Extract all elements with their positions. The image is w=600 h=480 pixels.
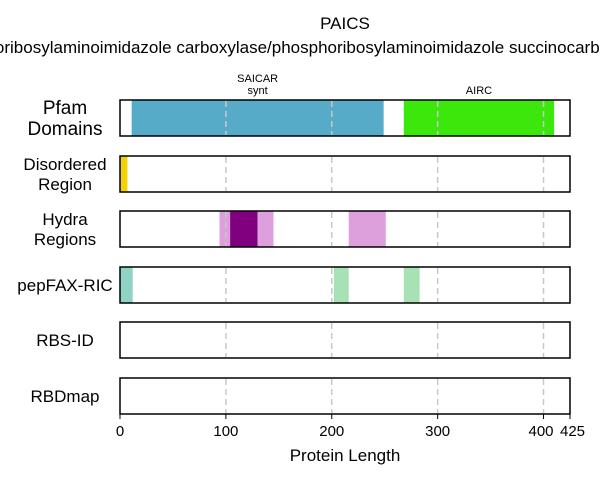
track-0: SAICAR synt AIRC Pfam Domains	[28, 73, 571, 140]
segment-2-0	[219, 211, 231, 247]
track-3: pepFAX-RIC	[17, 266, 571, 304]
track-frame	[119, 321, 571, 359]
x-tick-label: 300	[425, 423, 450, 440]
segment-3-0	[120, 267, 133, 303]
track-label-1: Disordered Region	[23, 155, 106, 194]
track-label-3: pepFAX-RIC	[17, 276, 112, 295]
track-label-4: RBS-ID	[36, 331, 94, 350]
track-5: RBDmap	[31, 377, 571, 415]
segment-2-2	[257, 211, 274, 247]
segment-3-2	[403, 267, 420, 303]
x-tick-label: 400	[528, 423, 553, 440]
segment-0-1	[403, 100, 555, 136]
track-2: Hydra Regions	[34, 210, 571, 249]
x-tick-label: 0	[116, 423, 124, 440]
chart-title: PAICS	[320, 14, 370, 33]
chart-subtitle: phosphoribosylaminoimidazole carboxylase…	[0, 38, 600, 57]
segment-1-0	[120, 156, 128, 192]
track-frame	[119, 155, 571, 193]
track-label-2: Hydra Regions	[34, 210, 96, 249]
x-tick-label: 200	[319, 423, 344, 440]
track-frame	[119, 99, 571, 137]
segment-0-0	[131, 100, 384, 136]
segment-2-1	[230, 211, 258, 247]
track-frame	[119, 377, 571, 415]
segment-label-0-1: AIRC	[466, 85, 492, 97]
x-tick-label: 425	[560, 423, 585, 440]
track-label-5: RBDmap	[31, 387, 100, 406]
track-label-0: Pfam Domains	[28, 98, 103, 140]
track-4: RBS-ID	[36, 321, 571, 359]
track-frame	[119, 210, 571, 248]
track-frame	[119, 266, 571, 304]
x-tick-label: 100	[213, 423, 238, 440]
track-1: Disordered Region	[23, 155, 571, 194]
segment-3-1	[333, 267, 349, 303]
x-axis: 0 100 200 300 400 425	[116, 414, 585, 440]
tracks: SAICAR synt AIRC Pfam Domains Disordered Regio…	[17, 73, 571, 415]
x-axis-label: Protein Length	[290, 446, 401, 465]
segment-2-3	[348, 211, 386, 247]
segment-label-0-0: SAICAR synt	[237, 73, 278, 97]
